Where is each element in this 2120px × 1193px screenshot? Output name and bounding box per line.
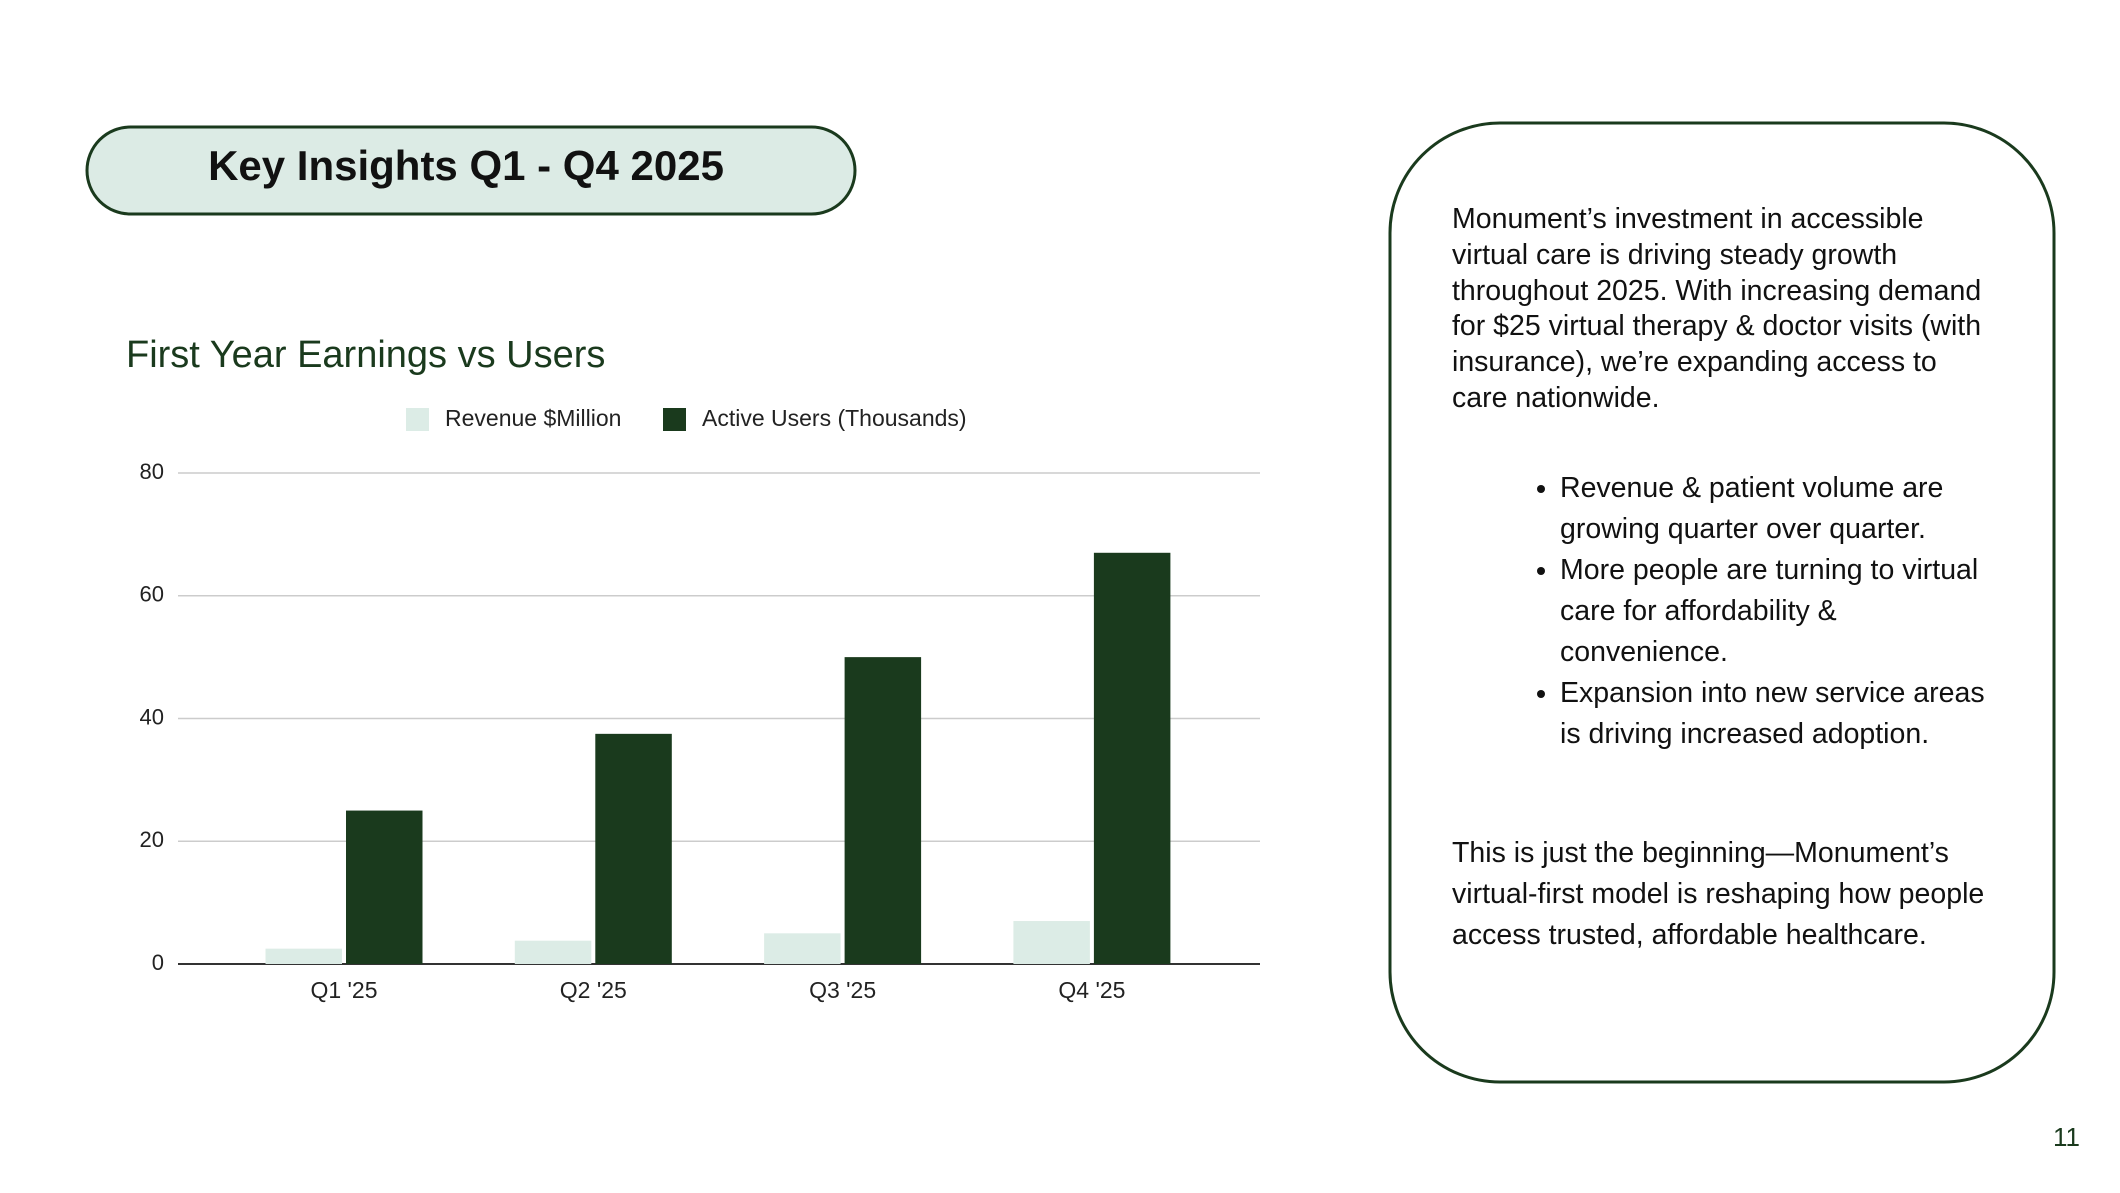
x-tick-label: Q1 '25 — [310, 977, 377, 1003]
intro-paragraph: Monument’s investment in accessible virt… — [1452, 203, 1982, 414]
bar — [844, 657, 922, 964]
bar — [346, 810, 423, 964]
x-tick-label: Q2 '25 — [560, 977, 627, 1003]
bar — [1093, 552, 1171, 964]
bullet-item: More people are turning to virtual care … — [1560, 550, 2000, 673]
title-pill — [85, 125, 857, 216]
y-tick-label: 20 — [140, 827, 164, 852]
chart-title: First Year Earnings vs Users — [126, 334, 605, 376]
bar — [1013, 921, 1090, 964]
legend-swatch — [406, 408, 429, 431]
slide-title: Key Insights Q1 - Q4 2025 — [208, 142, 724, 189]
page-number: 11 — [2053, 1122, 2080, 1152]
x-tick-label: Q4 '25 — [1058, 977, 1125, 1003]
bullet-item: Expansion into new service areas is driv… — [1560, 673, 2000, 755]
y-tick-label: 60 — [140, 582, 164, 607]
closing-paragraph: This is just the beginning—Monument’s vi… — [1452, 837, 1985, 951]
legend-swatch — [663, 408, 686, 431]
y-tick-label: 40 — [140, 704, 164, 729]
bar — [595, 733, 672, 964]
legend-label: Active Users (Thousands) — [702, 405, 967, 431]
y-tick-label: 0 — [152, 950, 164, 975]
bar — [265, 948, 342, 964]
chart: 0 20 40 60 80 Revenue $Million Active Users (T… — [140, 405, 1260, 1003]
legend-label: Revenue $Million — [445, 405, 621, 431]
insights-box — [1388, 121, 2056, 1084]
bar — [764, 933, 841, 964]
x-tick-label: Q3 '25 — [809, 977, 876, 1003]
bullet-list: Revenue & patient volume are growing qua… — [1452, 468, 2000, 755]
bar — [514, 940, 592, 964]
y-tick-label: 80 — [140, 459, 164, 484]
bullet-item: Revenue & patient volume are growing qua… — [1560, 468, 2000, 550]
